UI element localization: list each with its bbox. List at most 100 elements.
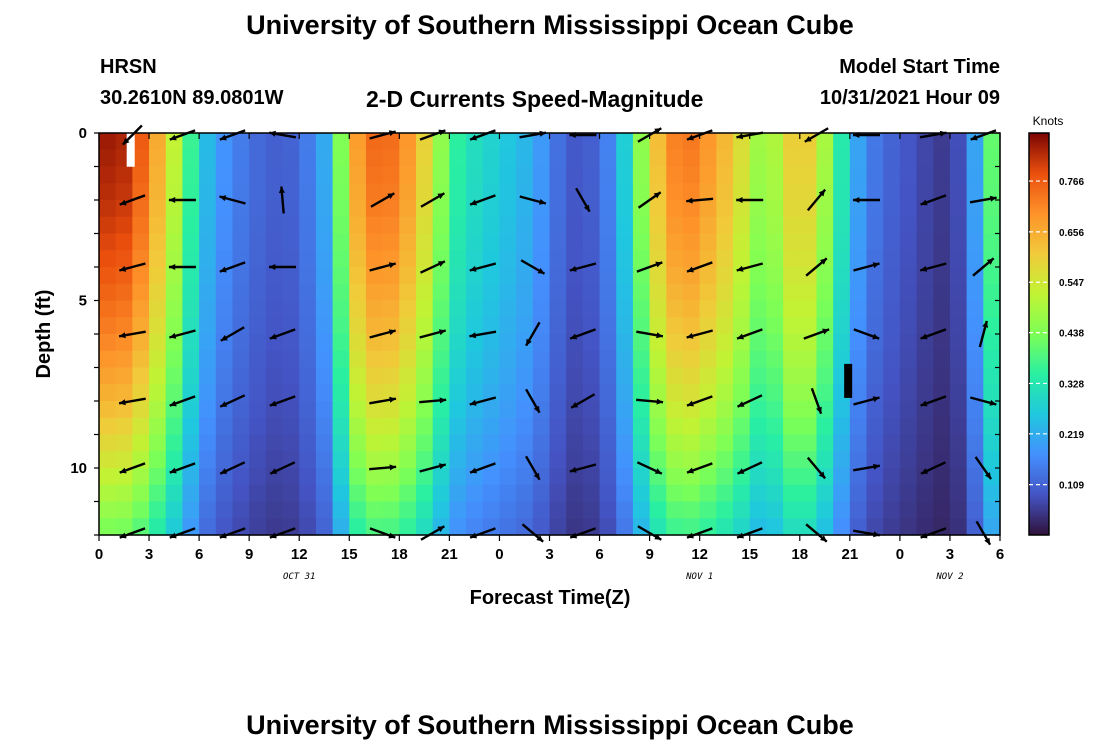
- heatmap-cell: [299, 401, 317, 419]
- heatmap-cell: [249, 350, 267, 369]
- heatmap-cell: [983, 434, 1001, 452]
- plot-title: 2-D Currents Speed-Magnitude: [366, 86, 704, 112]
- current-vector: [419, 463, 447, 473]
- heatmap-cell: [916, 183, 934, 201]
- heatmap-cell: [682, 417, 701, 436]
- heatmap-cell: [532, 468, 551, 486]
- heatmap-cell: [449, 518, 467, 536]
- current-vector: [525, 321, 541, 347]
- heatmap-cell: [766, 300, 784, 318]
- heatmap-cell: [616, 384, 634, 402]
- heatmap-cell: [582, 183, 601, 201]
- heatmap-cell: [132, 401, 150, 419]
- heatmap-cell: [749, 451, 768, 469]
- heatmap-cell: [666, 166, 684, 184]
- heatmap-cell: [549, 300, 567, 318]
- current-vector: [736, 262, 764, 272]
- heatmap-cell: [115, 334, 133, 352]
- heatmap-cell: [416, 417, 434, 436]
- heatmap-cell: [165, 434, 184, 452]
- heatmap-cell: [649, 300, 667, 318]
- cell-annotations: [126, 132, 853, 398]
- current-vector: [919, 262, 947, 272]
- heatmap-cell: [716, 350, 734, 369]
- heatmap-cell: [449, 401, 467, 419]
- heatmap-cell: [616, 468, 634, 486]
- heatmap-cell: [699, 300, 717, 318]
- heatmap-cell: [866, 367, 884, 385]
- heatmap-cell: [499, 350, 517, 369]
- heatmap-cell: [432, 384, 450, 402]
- heatmap-cell: [99, 484, 117, 503]
- heatmap-cell: [733, 484, 751, 503]
- heatmap-cell: [182, 216, 200, 235]
- heatmap-cell: [849, 350, 868, 369]
- heatmap-cell: [699, 149, 717, 168]
- heatmap-cell: [115, 183, 133, 201]
- heatmap-cell: [966, 300, 984, 318]
- heatmap-cell: [165, 350, 184, 369]
- heatmap-cell: [966, 216, 984, 235]
- heatmap-cell: [616, 451, 634, 469]
- heatmap-cell: [365, 468, 384, 486]
- heatmap-cell: [449, 451, 467, 469]
- heatmap-cell: [866, 166, 884, 184]
- heatmap-cell: [249, 417, 267, 436]
- heatmap-cell: [833, 417, 851, 436]
- heatmap-cell: [299, 501, 317, 519]
- heatmap-cell: [399, 468, 417, 486]
- x-tick-label: 12: [691, 546, 708, 563]
- heatmap-cell: [682, 166, 701, 184]
- heatmap-cell: [766, 283, 784, 302]
- heatmap-cell: [599, 484, 617, 503]
- heatmap-cell: [783, 468, 801, 486]
- heatmap-cell: [749, 267, 768, 285]
- heatmap-cell: [866, 267, 884, 285]
- heatmap-cell: [432, 283, 450, 302]
- heatmap-cell: [449, 283, 467, 302]
- heatmap-cell: [332, 267, 350, 285]
- heatmap-cell: [115, 401, 133, 419]
- heatmap-cell: [866, 233, 884, 251]
- heatmap-cell: [299, 518, 317, 536]
- heatmap-cell: [382, 267, 400, 285]
- heatmap-cell: [549, 501, 567, 519]
- heatmap-cell: [299, 384, 317, 402]
- heatmap-cell: [132, 434, 150, 452]
- heatmap-cell: [766, 183, 784, 201]
- heatmap-cell: [682, 384, 701, 402]
- heatmap-cell: [332, 317, 350, 335]
- heatmap-cell: [149, 250, 167, 268]
- heatmap-cell: [299, 216, 317, 235]
- heatmap-cell: [816, 518, 834, 536]
- heatmap-cell: [616, 267, 634, 285]
- current-vector: [369, 329, 396, 339]
- current-vectors: [118, 124, 997, 546]
- current-vector: [853, 196, 881, 204]
- heatmap-cell: [666, 434, 684, 452]
- heatmap-cell: [115, 484, 133, 503]
- heatmap-cell: [883, 518, 901, 536]
- heatmap-cell: [966, 401, 984, 419]
- heatmap-cell: [99, 166, 117, 184]
- heatmap-cell: [265, 149, 284, 168]
- heatmap-cell: [616, 149, 634, 168]
- heatmap-cell: [816, 166, 834, 184]
- heatmap-cell: [349, 384, 367, 402]
- heatmap-cell: [182, 434, 200, 452]
- x-tick-label: 18: [791, 546, 808, 563]
- current-vector: [686, 462, 713, 474]
- heatmap-cell: [165, 501, 184, 519]
- current-vector: [804, 127, 829, 143]
- heatmap-cell: [766, 468, 784, 486]
- heatmap-cell: [365, 484, 384, 503]
- heatmap-cell: [949, 451, 968, 469]
- heatmap-cell: [883, 133, 901, 151]
- y-tick-label: 10: [70, 460, 87, 477]
- heatmap-cell: [466, 149, 484, 168]
- heatmap-cell: [499, 484, 517, 503]
- heatmap-cell: [983, 300, 1001, 318]
- heatmap-cell: [99, 451, 117, 469]
- heatmap-cell: [933, 367, 951, 385]
- heatmap-cell: [883, 451, 901, 469]
